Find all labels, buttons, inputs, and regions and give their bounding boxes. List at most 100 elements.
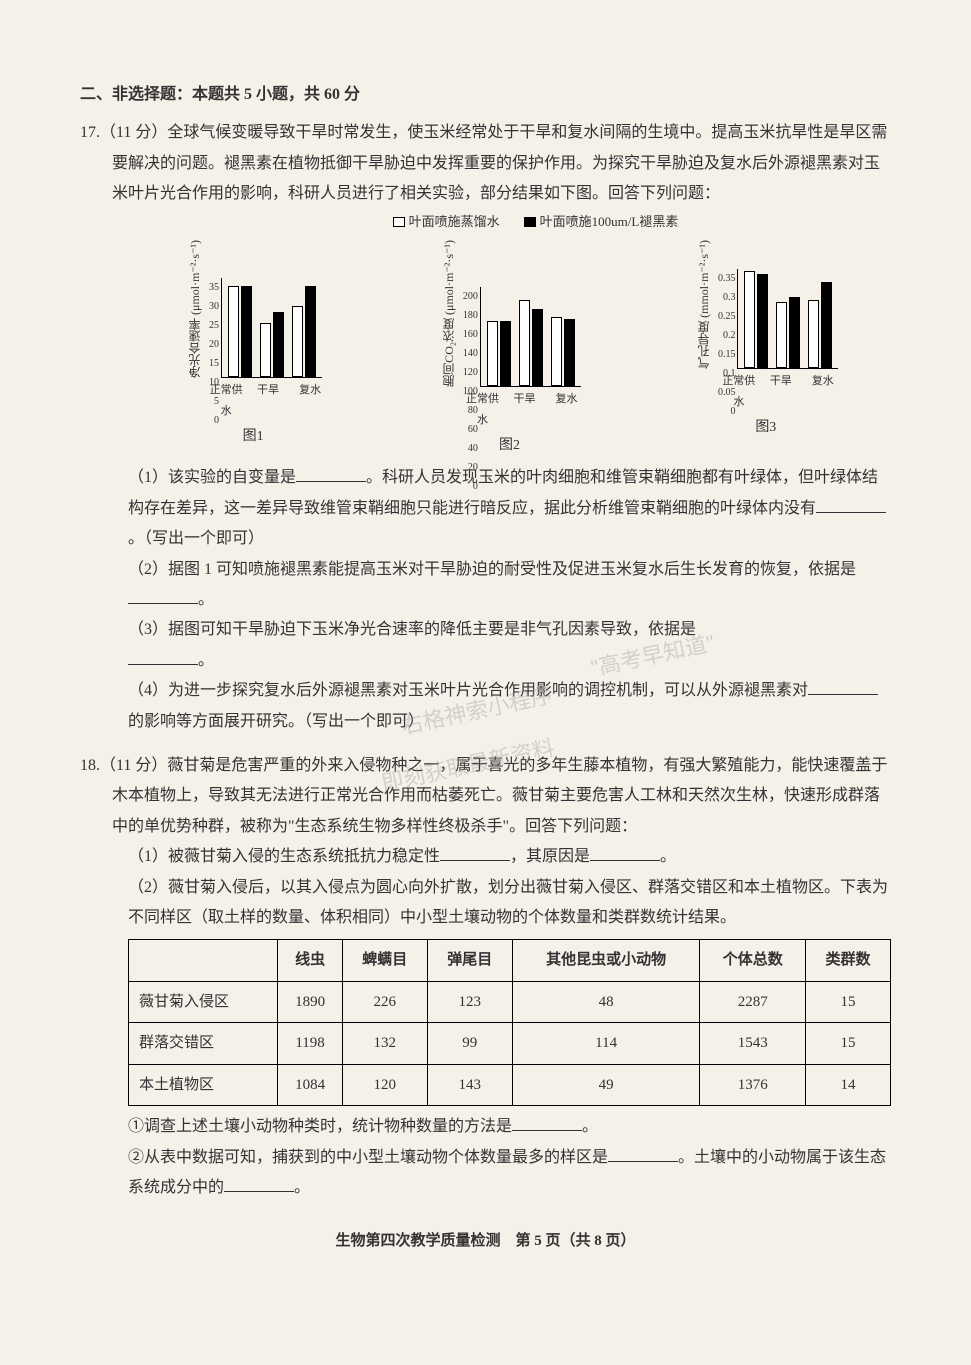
y-label: 气孔导度 (mmol·m⁻²·s⁻¹) xyxy=(693,240,716,369)
q18-intro: 18.（11 分）薇甘菊是危害严重的外来入侵物种之一，属于喜光的多年生藤本植物，… xyxy=(80,751,891,842)
chart-box: 净光合速率 (μmol·m⁻²·s⁻¹) 35302520151050 xyxy=(184,240,322,378)
bar-white xyxy=(260,323,271,377)
blank xyxy=(816,497,886,513)
table-cell: 1543 xyxy=(700,1023,806,1065)
question-17: 17.（11 分）全球气候变暖导致干旱时常发生，使玉米经常处于干旱和复水间隔的生… xyxy=(80,118,891,737)
q17-sub3-b: 。 xyxy=(198,652,214,669)
q18-sub2-1b: 。 xyxy=(582,1118,598,1135)
plot-area xyxy=(480,287,581,387)
x-label: 复水 xyxy=(292,380,328,422)
table-cell: 120 xyxy=(342,1064,427,1106)
table-header-cell: 个体总数 xyxy=(700,940,806,982)
table-cell: 49 xyxy=(512,1064,700,1106)
q18-num: 18. xyxy=(80,757,100,774)
table-cell: 1376 xyxy=(700,1064,806,1106)
chart-legend: 叶面喷施蒸馏水 叶面喷施100um/L褪黑素 xyxy=(180,210,891,235)
q17-intro: 17.（11 分）全球气候变暖导致干旱时常发生，使玉米经常处于干旱和复水间隔的生… xyxy=(80,118,891,209)
table-cell: 2287 xyxy=(700,981,806,1023)
data-table: 线虫蜱螨目弹尾目其他昆虫或小动物个体总数类群数 薇甘菊入侵区1890226123… xyxy=(128,939,891,1106)
bar-group xyxy=(487,321,511,386)
table-cell: 群落交错区 xyxy=(129,1023,278,1065)
chart-title: 图1 xyxy=(243,424,264,451)
q17-sub4: （4）为进一步探究复水后外源褪黑素对玉米叶片光合作用影响的调控机制，可以从外源褪… xyxy=(80,676,891,737)
bar-group xyxy=(744,271,768,368)
bar-black xyxy=(821,282,832,368)
q18-sub2-2a: ②从表中数据可知，捕获到的中小型土壤动物个体数量最多的样区是 xyxy=(128,1149,608,1166)
legend-item-white: 叶面喷施蒸馏水 xyxy=(393,210,500,235)
table-cell: 1084 xyxy=(278,1064,342,1106)
table-cell: 1198 xyxy=(278,1023,342,1065)
q17-sub1-c: 。（写出一个即可） xyxy=(128,530,264,547)
bar-black xyxy=(757,274,768,368)
table-cell: 本土植物区 xyxy=(129,1064,278,1106)
section-header: 二、非选择题：本题共 5 小题，共 60 分 xyxy=(80,80,891,110)
chart-title: 图3 xyxy=(755,415,776,442)
blank xyxy=(440,845,510,861)
table-cell: 14 xyxy=(805,1064,890,1106)
q17-sub4-a: （4）为进一步探究复水后外源褪黑素对玉米叶片光合作用影响的调控机制，可以从外源褪… xyxy=(128,682,808,699)
chart-box: 气孔导度 (mmol·m⁻²·s⁻¹) 0.350.30.250.20.150.… xyxy=(693,240,838,369)
q18-sub1-c: 。 xyxy=(660,848,676,865)
table-cell: 123 xyxy=(427,981,512,1023)
bar-white xyxy=(744,271,755,368)
q17-sub3: （3）据图可知干旱胁迫下玉米净光合速率的降低主要是非气孔因素导致，依据是。 xyxy=(80,615,891,676)
legend-label-a: 叶面喷施蒸馏水 xyxy=(409,210,500,235)
bar-group xyxy=(519,300,543,386)
blank xyxy=(296,466,366,482)
table-header-cell: 其他昆虫或小动物 xyxy=(512,940,700,982)
table-row: 薇甘菊入侵区189022612348228715 xyxy=(129,981,891,1023)
bar-black xyxy=(789,297,800,368)
table-row: 本土植物区108412014349137614 xyxy=(129,1064,891,1106)
q18-sub1-a: （1）被薇甘菊入侵的生态系统抵抗力稳定性 xyxy=(128,848,440,865)
x-label: 复水 xyxy=(548,389,584,431)
q17-sub2-a: （2）据图 1 可知喷施褪黑素能提高玉米对干旱胁迫的耐受性及促进玉米复水后生长发… xyxy=(128,561,856,578)
bar-white xyxy=(808,300,819,369)
q18-points: （11 分） xyxy=(100,757,167,774)
chart-2: 胞间CO₂浓度 (μmol·m⁻²·s⁻¹) 20018016014012010… xyxy=(434,240,584,459)
blank xyxy=(224,1176,294,1192)
q17-points: （11 分） xyxy=(100,124,167,141)
blank xyxy=(608,1146,678,1162)
bar-white xyxy=(551,317,562,386)
table-cell: 132 xyxy=(342,1023,427,1065)
q17-sub2-b: 。 xyxy=(198,591,214,608)
legend-item-black: 叶面喷施100um/L褪黑素 xyxy=(524,210,679,235)
table-header-cell: 类群数 xyxy=(805,940,890,982)
q17-sub1: （1）该实验的自变量是。科研人员发现玉米的叶肉细胞和维管束鞘细胞都有叶绿体，但叶… xyxy=(80,463,891,554)
bar-black xyxy=(564,319,575,387)
table-header-row: 线虫蜱螨目弹尾目其他昆虫或小动物个体总数类群数 xyxy=(129,940,891,982)
q17-sub1-a: （1）该实验的自变量是 xyxy=(128,469,296,486)
q17-sub4-b: 的影响等方面展开研究。（写出一个即可） xyxy=(128,713,424,730)
chart-1: 净光合速率 (μmol·m⁻²·s⁻¹) 35302520151050 正常供水… xyxy=(178,240,328,459)
bar-white xyxy=(292,306,303,377)
bar-black xyxy=(500,321,511,386)
bar-white xyxy=(776,302,787,368)
blank xyxy=(128,649,198,665)
plot-area xyxy=(221,278,322,378)
q17-intro-text: 全球气候变暖导致干旱时常发生，使玉米经常处于干旱和复水间隔的生境中。提高玉米抗旱… xyxy=(112,124,887,202)
table-header-cell: 弹尾目 xyxy=(427,940,512,982)
q17-num: 17. xyxy=(80,124,100,141)
table-cell: 226 xyxy=(342,981,427,1023)
x-axis: 正常供水干旱复水 xyxy=(434,389,584,431)
question-18: 18.（11 分）薇甘菊是危害严重的外来入侵物种之一，属于喜光的多年生藤本植物，… xyxy=(80,751,891,1204)
q18-sub1: （1）被薇甘菊入侵的生态系统抵抗力稳定性，其原因是。 xyxy=(80,842,891,872)
bar-group xyxy=(228,286,252,377)
q18-sub2: （2）薇甘菊入侵后，以其入侵点为圆心向外扩散，划分出薇甘菊入侵区、群落交错区和本… xyxy=(80,873,891,934)
blank xyxy=(512,1115,582,1131)
table-cell: 1890 xyxy=(278,981,342,1023)
x-label: 干旱 xyxy=(250,380,286,422)
legend-label-b: 叶面喷施100um/L褪黑素 xyxy=(540,210,679,235)
x-axis: 正常供水干旱复水 xyxy=(178,380,328,422)
q17-sub3-a: （3）据图可知干旱胁迫下玉米净光合速率的降低主要是非气孔因素导致，依据是 xyxy=(128,621,696,638)
q18-sub2-2: ②从表中数据可知，捕获到的中小型土壤动物个体数量最多的样区是。土壤中的小动物属于… xyxy=(80,1143,891,1204)
chart-3: 气孔导度 (mmol·m⁻²·s⁻¹) 0.350.30.250.20.150.… xyxy=(691,240,841,459)
x-label: 复水 xyxy=(805,371,841,413)
charts-row: 净光合速率 (μmol·m⁻²·s⁻¹) 35302520151050 正常供水… xyxy=(80,240,891,459)
y-label: 胞间CO₂浓度 (μmol·m⁻²·s⁻¹) xyxy=(438,240,461,387)
plot-area xyxy=(737,269,838,369)
q18-sub2-1: ①调查上述土壤小动物种类时，统计物种数量的方法是。 xyxy=(80,1112,891,1142)
table-cell: 99 xyxy=(427,1023,512,1065)
swatch-black-icon xyxy=(524,217,536,227)
table-cell: 薇甘菊入侵区 xyxy=(129,981,278,1023)
